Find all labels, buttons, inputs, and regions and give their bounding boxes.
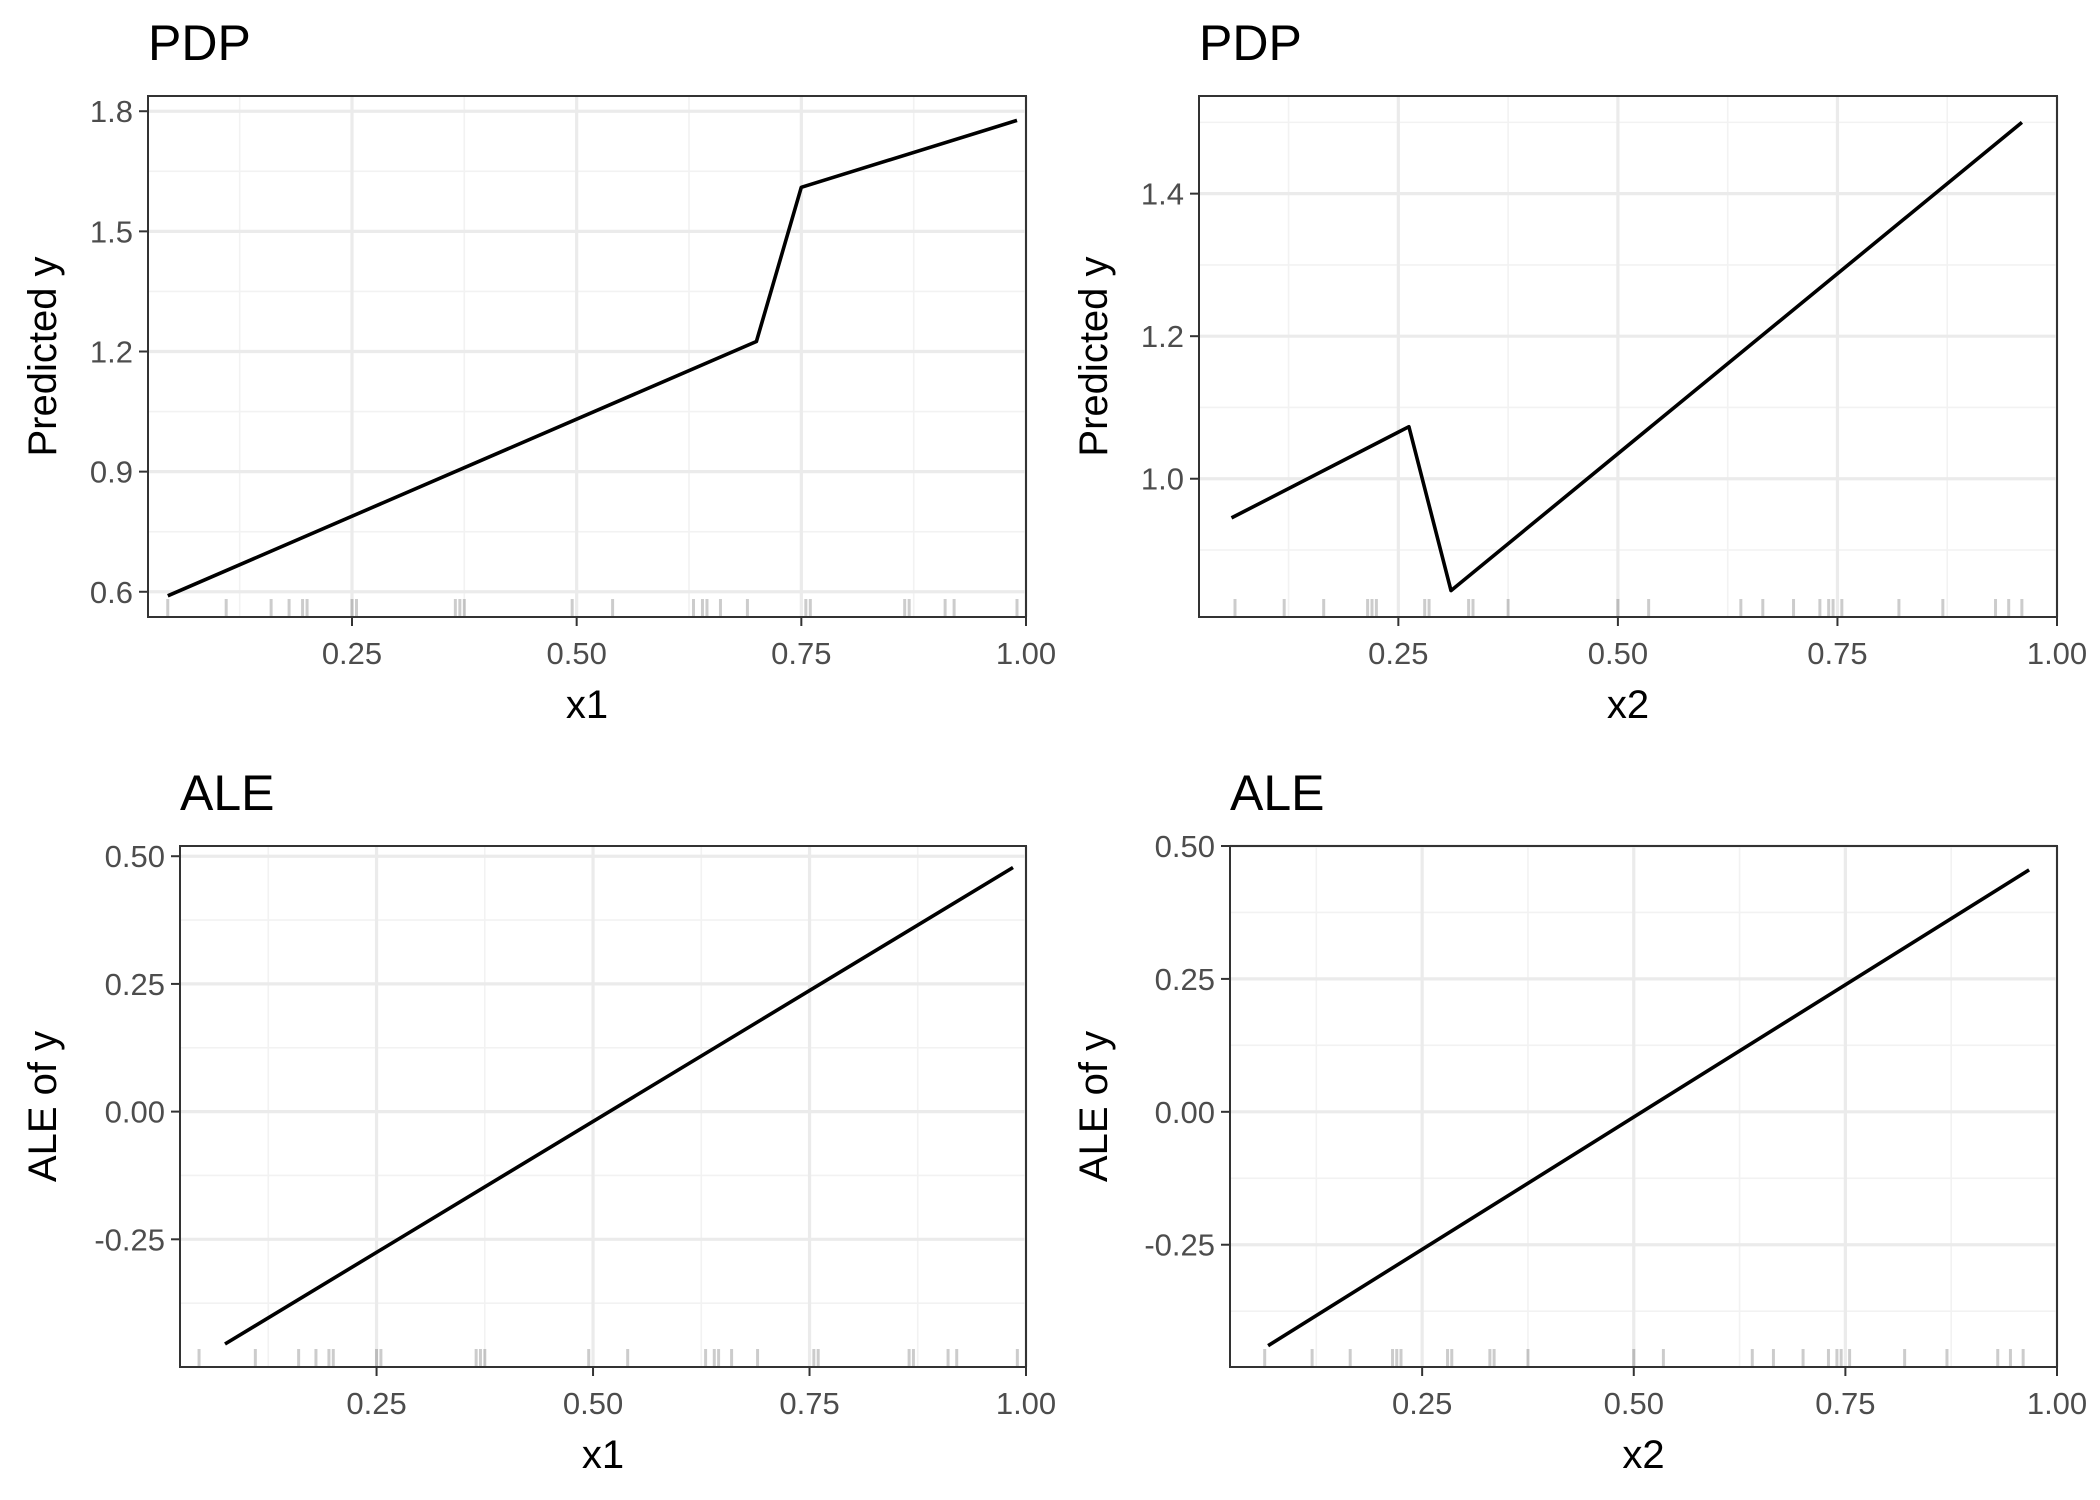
x-tick-label: 1.00 (2027, 1386, 2087, 1421)
x-tick-label: 0.25 (346, 1386, 406, 1421)
y-tick-label: 1.2 (1141, 319, 1184, 354)
y-tick-label: -0.25 (94, 1222, 165, 1257)
series-line (167, 118, 1018, 598)
x-tick-label: 0.50 (546, 636, 606, 671)
panel-border (179, 845, 1027, 1368)
chart-title: ALE (180, 765, 275, 821)
y-tick-label: 1.0 (1141, 462, 1184, 497)
y-tick-label: 0.50 (1155, 829, 1215, 864)
chart-panel-3: 0.25 0.50 0.75 1.00 -0.25 0.00 0.25 0.50 ALE x1 AL… (21, 765, 1056, 1477)
x-tick-label: 0.25 (1368, 636, 1428, 671)
x-tick-label: 0.75 (1807, 636, 1867, 671)
y-tick-label: 0.00 (1155, 1095, 1215, 1130)
chart-panel-1: 0.25 0.50 0.75 1.00 0.6 0.9 1.2 1.5 1.8 PDP x1 Pred… (21, 15, 1056, 727)
x-tick-label: 0.25 (322, 636, 382, 671)
y-tick-label: 0.00 (105, 1095, 165, 1130)
y-tick-label: 0.50 (105, 839, 165, 874)
x-axis-label: x1 (582, 1433, 624, 1477)
panel-background (180, 846, 1026, 1367)
x-tick-label: 0.75 (1815, 1386, 1875, 1421)
x-tick-label: 0.25 (1392, 1386, 1452, 1421)
y-tick-label: 1.5 (90, 214, 133, 249)
x-tick-label: 0.50 (1588, 636, 1648, 671)
panel-border (1229, 845, 2058, 1368)
y-axis-label: Predicted y (21, 256, 65, 456)
x-tick-label: 1.00 (996, 636, 1056, 671)
y-axis-label: ALE of y (1072, 1031, 1116, 1182)
x-tick-label: 1.00 (996, 1386, 1056, 1421)
x-tick-label: 1.00 (2027, 636, 2087, 671)
y-tick-label: 1.2 (90, 334, 133, 369)
y-tick-label: 0.25 (1155, 962, 1215, 997)
y-axis-label: Predicted y (1072, 256, 1116, 456)
panel-background (148, 96, 1026, 617)
series-line (1267, 868, 2031, 1348)
chart-title: PDP (148, 15, 251, 71)
x-axis-label: x2 (1622, 1433, 1664, 1477)
panel-background (1199, 96, 2057, 617)
y-tick-label: 1.8 (90, 94, 133, 129)
x-tick-label: 0.75 (771, 636, 831, 671)
y-axis-label: ALE of y (21, 1031, 65, 1182)
panel-background (1230, 846, 2057, 1367)
y-tick-label: 0.9 (90, 455, 133, 490)
x-axis-label: x2 (1607, 683, 1649, 727)
panel-border (1198, 95, 2058, 618)
chart-title: PDP (1199, 15, 1302, 71)
series-line (1230, 121, 2024, 593)
x-tick-label: 0.50 (1604, 1386, 1664, 1421)
x-tick-label: 0.75 (779, 1386, 839, 1421)
y-tick-label: -0.25 (1144, 1228, 1215, 1263)
series-line (224, 865, 1014, 1346)
y-tick-label: 0.6 (90, 575, 133, 610)
chart-panel-2: 0.25 0.50 0.75 1.00 1.0 1.2 1.4 PDP x2 Predicted … (1072, 15, 2087, 727)
y-tick-label: 1.4 (1141, 177, 1184, 212)
x-tick-label: 0.50 (563, 1386, 623, 1421)
x-axis-label: x1 (566, 683, 608, 727)
panel-border (147, 95, 1027, 618)
y-tick-label: 0.25 (105, 967, 165, 1002)
chart-title: ALE (1230, 765, 1325, 821)
chart-panel-4: 0.25 0.50 0.75 1.00 -0.25 0.00 0.25 0.50 ALE x2 AL… (1072, 765, 2087, 1477)
